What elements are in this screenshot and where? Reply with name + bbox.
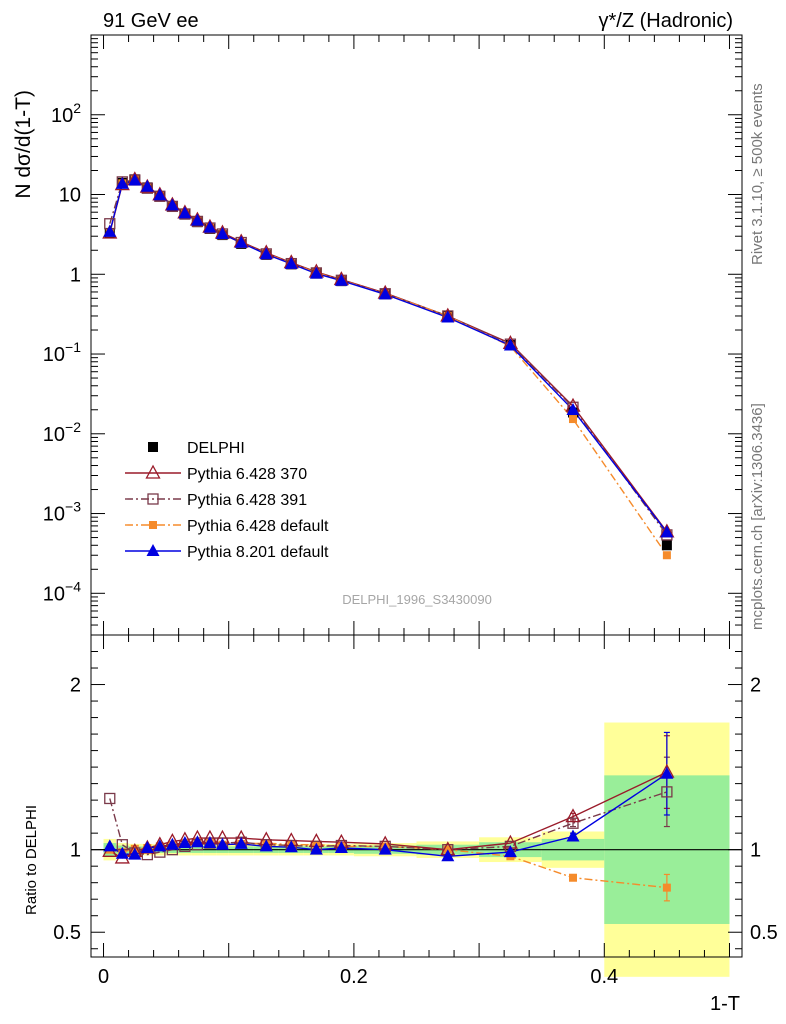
- point-p8_default: [259, 247, 273, 260]
- point-p8_default: [203, 220, 217, 233]
- ratio-point-p8_default: [566, 829, 580, 842]
- main-y-axis-label: N dσ/d(1-T): [12, 90, 35, 199]
- point-p8_default: [284, 256, 298, 269]
- y-tick-label: 10−2: [43, 419, 81, 446]
- point-p8_default: [660, 525, 674, 538]
- ratio-point-p6_default: [568, 873, 577, 882]
- ratio-point-p8_default: [215, 837, 229, 850]
- legend-marker: [148, 442, 158, 452]
- legend-item-p6_370: Pythia 6.428 370: [125, 464, 307, 483]
- ratio-y-axis-label: Ratio to DELPHI: [23, 805, 40, 915]
- legend-item-p6_default: Pythia 6.428 default: [125, 518, 329, 535]
- point-p8_default: [234, 235, 248, 248]
- ratio-frame: [90, 634, 743, 958]
- ratio-y-tick-label-right: 1: [750, 840, 761, 862]
- ratio-line-p6_391: [109, 791, 668, 856]
- y-tick-label: 102: [51, 100, 81, 127]
- ratio-point-p6_391: [661, 786, 673, 798]
- x-axis-label: 1-T: [710, 993, 740, 1015]
- ratio-point-p8_default: [115, 846, 129, 859]
- point-p8_default: [215, 226, 229, 239]
- header-right: γ*/Z (Hadronic): [599, 10, 733, 32]
- point-p8_default: [503, 338, 517, 351]
- main-panel: 10−4 10−3 10−2 10−1 1 10 102: [43, 34, 743, 636]
- ratio-point-p8_default: [128, 847, 142, 860]
- ratio-point-p8_default: [165, 837, 179, 850]
- ratio-point-p8_default: [503, 845, 517, 858]
- x-tick-label: 0.4: [590, 966, 618, 988]
- ratio-point-p8_default: [259, 839, 273, 852]
- ratio-panel: 0.5 0.5 1 1 2 2 0 0.2 0.4: [53, 634, 778, 988]
- y-tick-label: 10−1: [43, 339, 81, 366]
- point-p8_default: [566, 402, 580, 415]
- point-p8_default: [178, 206, 192, 219]
- ratio-point-p6_391: [104, 792, 116, 805]
- legend-marker: [147, 493, 159, 505]
- ratio-point-p8_default: [203, 836, 217, 849]
- rivet-version-text: Rivet 3.1.10, ≥ 500k events: [749, 83, 766, 265]
- ratio-point-p6_391: [567, 817, 579, 829]
- ratio-y-tick-label: 2: [70, 675, 81, 697]
- y-tick-label: 10−3: [43, 499, 81, 526]
- point-p8_default: [309, 266, 323, 279]
- legend-label: Pythia 8.201 default: [187, 544, 329, 561]
- ratio-point-p8_default: [103, 839, 117, 852]
- y-tick-label: 1: [70, 264, 81, 286]
- ratio-point-p8_default: [309, 842, 323, 855]
- ratio-point-p8_default: [660, 766, 674, 779]
- y-tick-label: 10−4: [43, 578, 81, 605]
- ratio-point-p8_default: [334, 841, 348, 854]
- ratio-point-p8_default: [284, 840, 298, 853]
- ratio-y-tick-label-right: 0.5: [750, 922, 778, 944]
- point-p6_default: [662, 551, 671, 560]
- point-p8_default: [441, 310, 455, 323]
- point-p8_default: [165, 198, 179, 211]
- ratio-point-p8_default: [140, 841, 154, 854]
- legend-item-p8_default: Pythia 8.201 default: [125, 544, 329, 561]
- legend-label: Pythia 6.428 391: [187, 492, 307, 509]
- y-tick-label: 10: [59, 185, 81, 207]
- ratio-point-p6_370: [565, 808, 581, 823]
- point-p8_default: [140, 179, 154, 192]
- ratio-y-tick-label: 0.5: [53, 922, 81, 944]
- point-p8_default: [153, 188, 167, 201]
- point-p8_default: [103, 224, 117, 237]
- header-left: 91 GeV ee: [103, 10, 199, 32]
- point-p8_default: [334, 273, 348, 286]
- ratio-point-p8_default: [153, 839, 167, 852]
- point-p8_default: [378, 287, 392, 300]
- legend-label: DELPHI: [187, 440, 245, 457]
- legend: DELPHI Pythia 6.428 370 Pythia 6.428 391 Py…: [125, 440, 329, 561]
- legend-marker: [149, 521, 157, 529]
- analysis-watermark: DELPHI_1996_S3430090: [342, 592, 492, 607]
- point-p8_default: [190, 213, 204, 226]
- ratio-point-p8_default: [234, 836, 248, 849]
- ratio-point-p8_default: [190, 835, 204, 848]
- legend-marker: [145, 464, 161, 479]
- point-p8_default: [128, 173, 142, 186]
- ratio-y-tick-label-right: 2: [750, 675, 761, 697]
- point-p6_default: [568, 415, 577, 424]
- legend-label: Pythia 6.428 370: [187, 466, 307, 483]
- ratio-point-p8_default: [378, 842, 392, 855]
- legend-label: Pythia 6.428 default: [187, 518, 329, 535]
- legend-item-p6_391: Pythia 6.428 391: [125, 492, 307, 509]
- ratio-point-p8_default: [178, 836, 192, 849]
- point-delphi: [661, 540, 672, 551]
- ratio-point-p6_default: [662, 883, 671, 892]
- legend-marker: [146, 544, 160, 556]
- legend-item-delphi: DELPHI: [148, 440, 245, 457]
- ratio-point-p8_default: [441, 849, 455, 862]
- point-p8_default: [115, 176, 129, 189]
- mcplots-reference-text: mcplots.cern.ch [arXiv:1306.3436]: [749, 403, 766, 630]
- x-tick-label: 0.2: [340, 966, 368, 988]
- ratio-y-tick-label: 1: [70, 840, 81, 862]
- x-tick-label: 0: [98, 966, 109, 988]
